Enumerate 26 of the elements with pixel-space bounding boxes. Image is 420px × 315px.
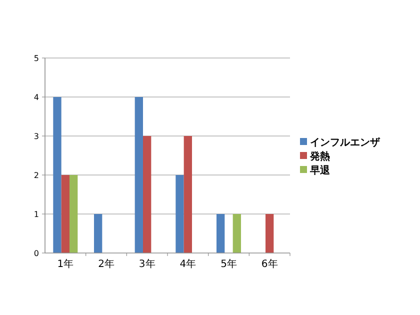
x-tick-label: 6年 [261,258,278,270]
x-tick-label: 2年 [98,258,114,270]
bar [134,97,143,253]
x-tick-label: 1年 [57,258,74,270]
bar [70,175,78,253]
y-tick-label: 3 [34,132,39,141]
y-tick-label: 5 [34,54,39,63]
bar [53,97,62,253]
bar [216,214,225,253]
y-tick-label: 4 [34,93,39,102]
legend-label: 発熱 [309,150,330,162]
y-tick-label: 0 [34,249,39,258]
x-tick-label: 3年 [138,258,156,270]
legend-label: インフルエンザ [310,136,381,148]
bar [176,175,184,253]
y-tick-label: 1 [34,210,39,219]
bar [61,175,70,253]
bar [184,136,192,253]
x-tick-label: 4年 [180,258,196,270]
bar [266,214,274,253]
x-tick-label: 5年 [220,258,237,270]
legend-label: 早退 [309,164,331,176]
y-tick-label: 2 [34,171,39,180]
bar [232,214,241,253]
bar [143,136,152,253]
bar [94,214,102,253]
